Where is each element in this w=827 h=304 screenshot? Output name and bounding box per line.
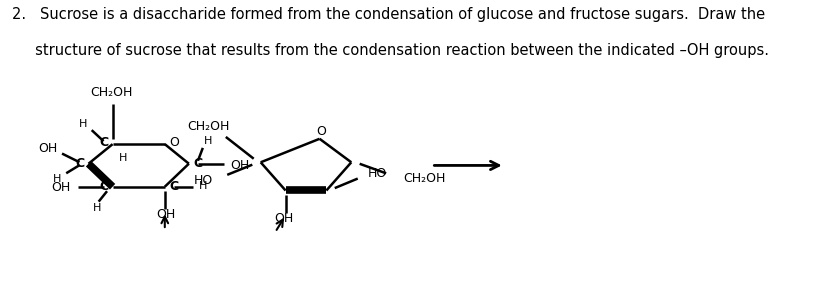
Text: OH: OH (51, 181, 71, 194)
Text: OH: OH (156, 208, 176, 221)
Text: H: H (93, 202, 102, 212)
Text: O: O (169, 136, 179, 149)
Text: H: H (199, 181, 208, 191)
Text: CH₂OH: CH₂OH (404, 172, 446, 185)
Text: HO: HO (368, 167, 388, 180)
Text: OH: OH (275, 212, 294, 225)
Text: O: O (317, 125, 327, 138)
Text: C: C (170, 180, 179, 193)
Text: OH: OH (39, 142, 58, 155)
Text: 2.   Sucrose is a disaccharide formed from the condensation of glucose and fruct: 2. Sucrose is a disaccharide formed from… (12, 7, 765, 22)
Text: CH₂OH: CH₂OH (187, 120, 230, 133)
Text: H: H (79, 119, 87, 129)
Text: C: C (194, 157, 203, 170)
Text: H: H (53, 174, 61, 184)
Text: C: C (99, 180, 108, 193)
Text: C: C (75, 157, 84, 170)
Text: C: C (99, 136, 108, 149)
Text: structure of sucrose that results from the condensation reaction between the ind: structure of sucrose that results from t… (12, 43, 769, 58)
Text: H: H (119, 154, 127, 164)
Text: CH₂OH: CH₂OH (90, 86, 132, 99)
Text: OH: OH (231, 159, 250, 172)
Text: HO: HO (194, 174, 213, 187)
Text: H: H (204, 136, 213, 146)
